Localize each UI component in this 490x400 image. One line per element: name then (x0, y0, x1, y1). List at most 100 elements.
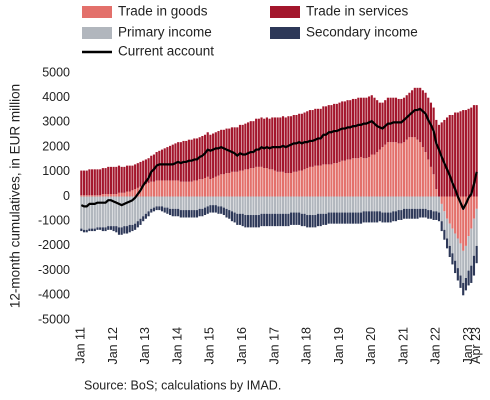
bar-segment (303, 112, 306, 170)
bar-segment (249, 215, 252, 228)
bar-segment (314, 196, 317, 216)
bar-segment (109, 194, 113, 197)
bar-segment (104, 194, 107, 197)
x-tick-label: Jan 23 (461, 327, 475, 365)
bar-segment (303, 213, 306, 227)
y-tick-label: -1000 (38, 213, 70, 227)
bar-segment (392, 97, 395, 143)
bar-segment (402, 196, 406, 209)
bar-segment (134, 189, 137, 197)
bar-segment (276, 213, 279, 227)
bar-segment (131, 196, 134, 225)
legend-swatch (270, 27, 300, 39)
bar-segment (419, 142, 422, 197)
bar-segment (308, 110, 312, 167)
bar-segment (308, 215, 312, 228)
bar-segment (365, 211, 368, 223)
bar-segment (341, 196, 344, 213)
bar-segment (327, 164, 330, 197)
bar-segment (341, 101, 344, 161)
bar-segment (179, 196, 182, 211)
bar-segment (185, 210, 188, 218)
bar-segment (276, 117, 279, 172)
bar-segment (150, 196, 153, 209)
bar-segment (424, 152, 427, 197)
bar-segment (298, 170, 301, 197)
bar-segment (88, 228, 91, 232)
bar-segment (392, 211, 395, 222)
bar-segment (279, 171, 282, 197)
bar-segment (182, 181, 185, 197)
x-tick-label: Jan 13 (138, 327, 152, 365)
bar-segment (343, 196, 346, 213)
bar-segment (268, 196, 271, 214)
bar-segment (257, 196, 260, 216)
bar-segment (424, 92, 427, 153)
bar-segment (238, 170, 242, 197)
bar-segment (384, 196, 387, 213)
bar-segment (214, 176, 217, 197)
bar-segment (222, 174, 225, 197)
bar-segment (349, 159, 352, 197)
bar-segment (203, 207, 207, 216)
bar-segment (327, 105, 330, 165)
bar-segment (416, 87, 419, 140)
bar-segment (456, 196, 459, 239)
bar-segment (292, 196, 295, 213)
bar-segment (236, 171, 239, 197)
bar-segment (109, 226, 113, 230)
bar-segment (198, 196, 201, 209)
bar-segment (182, 210, 185, 218)
bar-segment (351, 212, 355, 224)
bar-segment (354, 158, 357, 197)
bar-segment (300, 196, 303, 214)
bar-segment (411, 137, 414, 197)
bar-segment (454, 260, 457, 274)
bar-segment (386, 97, 389, 143)
y-tick-label: 4000 (42, 90, 70, 104)
bar-segment (112, 166, 115, 195)
bar-segment (365, 97, 368, 159)
bar-segment (462, 250, 465, 283)
bar-segment (427, 97, 430, 160)
bar-segment (292, 212, 295, 225)
bar-segment (101, 194, 104, 197)
bar-segment (241, 213, 244, 227)
bar-segment (279, 196, 282, 214)
bar-segment (150, 181, 153, 197)
x-tick-label: Jan 17 (267, 327, 281, 365)
bar-segment (448, 223, 451, 246)
bar-segment (362, 196, 365, 212)
bar-segment (357, 196, 360, 213)
bar-segment (209, 196, 212, 206)
bar-segment (101, 196, 104, 228)
bar-segment (421, 90, 424, 148)
bar-segment (193, 180, 196, 197)
bar-segment (99, 196, 102, 228)
bar-segment (470, 196, 473, 229)
bar-segment (319, 165, 322, 197)
y-tick-label: 2000 (42, 139, 70, 153)
bar-segment (131, 224, 134, 232)
bar-segment (233, 127, 236, 172)
bar-segment (408, 208, 411, 219)
source-note: Source: BoS; calculations by IMAD. (84, 378, 281, 392)
bar-segment (142, 196, 145, 217)
bar-segment (255, 118, 258, 167)
bar-segment (373, 154, 376, 197)
bar-segment (179, 142, 182, 182)
bar-segment (128, 191, 131, 197)
bar-segment (370, 154, 373, 197)
bar-segment (136, 196, 139, 222)
bar-segment (416, 196, 419, 209)
bar-segment (373, 211, 376, 223)
bar-segment (158, 196, 161, 207)
legend-swatch (82, 27, 112, 39)
bar-segment (260, 117, 263, 167)
bar-segment (147, 211, 150, 217)
x-tick-label: Jan 16 (235, 327, 249, 365)
bar-segment (246, 196, 250, 216)
bar-segment (311, 110, 314, 167)
bar-segment (330, 212, 333, 224)
bar-segment (467, 236, 470, 271)
